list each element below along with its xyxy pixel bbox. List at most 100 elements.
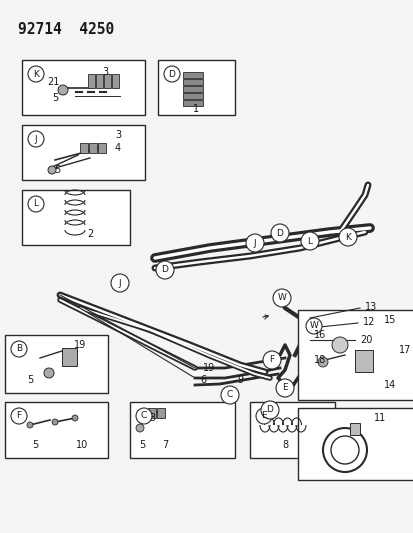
Text: D: D — [161, 265, 168, 274]
Text: D: D — [266, 406, 273, 415]
Bar — [89, 143, 97, 153]
Text: J: J — [119, 279, 121, 287]
Text: K: K — [344, 232, 350, 241]
Text: 3: 3 — [102, 67, 108, 77]
Circle shape — [331, 337, 347, 353]
Text: 5: 5 — [32, 440, 38, 450]
Bar — [80, 143, 88, 153]
Circle shape — [27, 422, 33, 428]
Bar — [183, 79, 202, 85]
Text: 19: 19 — [74, 340, 86, 350]
Bar — [354, 350, 372, 372]
Text: C: C — [226, 391, 233, 400]
Bar — [147, 408, 156, 418]
Bar — [297, 408, 413, 480]
Text: D: D — [168, 69, 175, 78]
Circle shape — [300, 232, 318, 250]
Circle shape — [58, 85, 68, 95]
Text: 12: 12 — [362, 317, 375, 327]
Text: 8: 8 — [281, 440, 287, 450]
Text: 11: 11 — [373, 413, 385, 423]
Bar — [88, 74, 95, 88]
Circle shape — [11, 341, 27, 357]
Text: 18: 18 — [313, 355, 325, 365]
Circle shape — [245, 234, 263, 252]
Circle shape — [272, 289, 290, 307]
Text: J: J — [253, 238, 256, 247]
Circle shape — [48, 166, 56, 174]
Text: 15: 15 — [383, 315, 395, 325]
Text: 1: 1 — [192, 104, 199, 114]
Text: 4: 4 — [115, 143, 121, 153]
Bar — [96, 74, 103, 88]
Bar — [183, 86, 202, 92]
Bar — [5, 335, 108, 393]
Text: 21: 21 — [47, 77, 60, 87]
Text: F: F — [269, 356, 274, 365]
Text: 13: 13 — [364, 302, 376, 312]
Circle shape — [44, 368, 54, 378]
Circle shape — [111, 274, 129, 292]
Text: 6: 6 — [200, 375, 206, 385]
Bar — [62, 348, 77, 366]
Circle shape — [52, 419, 58, 425]
Bar — [22, 125, 145, 180]
Text: 20: 20 — [359, 335, 371, 345]
Bar — [112, 74, 119, 88]
Circle shape — [255, 408, 271, 424]
Bar — [183, 72, 202, 78]
Circle shape — [305, 318, 321, 334]
Circle shape — [11, 408, 27, 424]
Bar — [183, 100, 202, 106]
Bar — [249, 402, 334, 458]
Circle shape — [271, 224, 288, 242]
Circle shape — [136, 424, 144, 432]
Circle shape — [28, 131, 44, 147]
Text: B: B — [16, 344, 22, 353]
Text: 17: 17 — [398, 345, 410, 355]
Text: W: W — [277, 294, 286, 303]
Text: D: D — [276, 229, 283, 238]
Circle shape — [317, 357, 327, 367]
Text: 2: 2 — [87, 229, 93, 239]
Text: L: L — [307, 237, 312, 246]
Bar — [104, 74, 111, 88]
Bar — [22, 60, 145, 115]
Text: 7: 7 — [161, 440, 168, 450]
Circle shape — [262, 351, 280, 369]
Text: 10: 10 — [76, 440, 88, 450]
Bar — [183, 93, 202, 99]
Bar — [5, 402, 108, 458]
Text: K: K — [33, 69, 39, 78]
Circle shape — [156, 261, 173, 279]
Bar — [130, 402, 235, 458]
Text: J: J — [35, 134, 37, 143]
Circle shape — [164, 66, 180, 82]
Circle shape — [221, 386, 238, 404]
Text: 92714  4250: 92714 4250 — [18, 22, 114, 37]
Circle shape — [28, 196, 44, 212]
Text: 5: 5 — [27, 375, 33, 385]
Text: F: F — [17, 411, 21, 421]
Bar — [349, 423, 359, 435]
Text: 5: 5 — [52, 93, 58, 103]
Text: 5: 5 — [138, 440, 145, 450]
Text: 19: 19 — [202, 363, 214, 373]
Bar — [22, 190, 130, 245]
Text: 9: 9 — [236, 375, 242, 385]
Text: L: L — [33, 199, 38, 208]
Bar — [297, 310, 413, 400]
Circle shape — [72, 415, 78, 421]
Text: E: E — [261, 411, 266, 421]
Bar — [157, 408, 165, 418]
Bar — [158, 60, 235, 115]
Circle shape — [260, 401, 278, 419]
Text: 14: 14 — [383, 380, 395, 390]
Text: 3: 3 — [115, 130, 121, 140]
Text: E: E — [282, 384, 287, 392]
Text: 16: 16 — [313, 330, 325, 340]
Bar — [98, 143, 106, 153]
Text: W: W — [309, 321, 318, 330]
Text: 3: 3 — [149, 413, 155, 423]
Circle shape — [338, 228, 356, 246]
